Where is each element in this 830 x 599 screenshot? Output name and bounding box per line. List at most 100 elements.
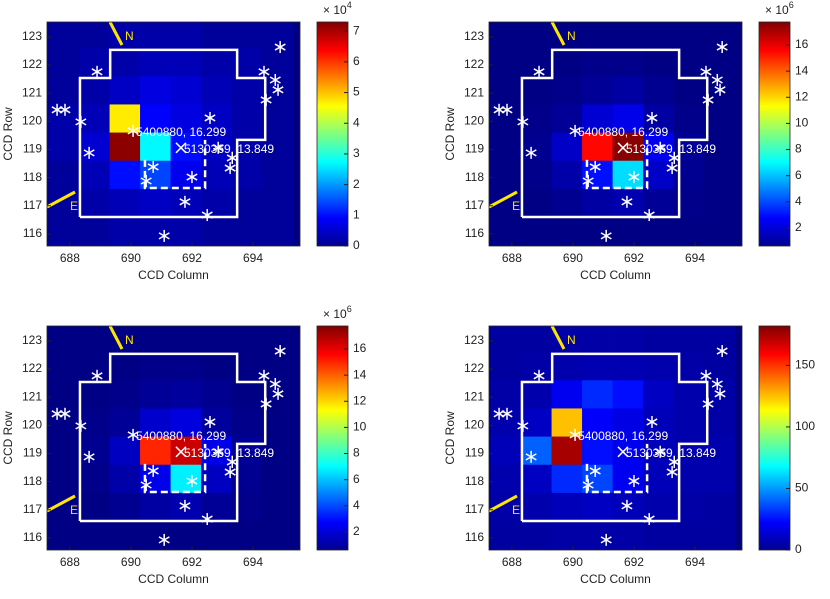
star <box>716 41 728 54</box>
cell <box>521 76 552 105</box>
star-stroke <box>668 458 680 466</box>
cell <box>582 132 613 162</box>
y-tick-label: 118 <box>465 474 484 488</box>
cell <box>704 352 735 381</box>
cell <box>262 352 293 381</box>
star <box>269 73 281 86</box>
cell <box>704 521 735 550</box>
cell <box>551 104 583 133</box>
cell <box>612 380 644 409</box>
y-axis-label: CCD Row <box>443 411 457 465</box>
cell <box>262 464 293 494</box>
cell <box>704 22 735 49</box>
cell <box>704 217 735 246</box>
multiplier-exponent: 6 <box>347 304 352 314</box>
star <box>643 513 655 526</box>
star-stroke <box>643 211 655 219</box>
cell <box>704 104 735 133</box>
cell <box>643 22 674 49</box>
star <box>260 397 272 410</box>
star <box>258 369 270 382</box>
star-stroke <box>212 144 224 152</box>
east-arrow <box>47 190 76 209</box>
cell <box>704 436 735 466</box>
star <box>258 65 270 78</box>
star-stroke <box>646 114 658 122</box>
colorbar-tick-label: 0 <box>353 238 360 252</box>
star <box>628 475 640 488</box>
star <box>517 115 529 128</box>
star <box>75 419 87 432</box>
star-stroke <box>643 515 655 523</box>
cell <box>48 326 80 353</box>
star <box>83 146 95 159</box>
star-stroke <box>158 232 170 240</box>
cell <box>521 217 552 246</box>
x-tick-label: 690 <box>121 251 141 265</box>
x-tick-label: 692 <box>182 555 202 569</box>
cell <box>109 326 141 353</box>
cell <box>170 408 202 437</box>
cell <box>490 48 522 77</box>
cell <box>140 48 171 77</box>
cell <box>170 48 202 77</box>
cell <box>79 436 110 466</box>
x-stroke <box>175 446 187 458</box>
cell <box>704 408 735 437</box>
cell <box>79 464 110 494</box>
y-tick-label: 117 <box>23 502 42 516</box>
star-stroke <box>140 177 152 185</box>
y-tick-label: 119 <box>23 446 42 460</box>
north-label: N <box>125 333 134 347</box>
star-stroke <box>91 68 103 76</box>
cell <box>521 436 552 466</box>
star <box>147 464 159 477</box>
cell <box>48 436 80 466</box>
cell <box>231 22 263 49</box>
y-tick-label: 118 <box>23 474 42 488</box>
colorbar-tick-label: 10 <box>795 116 809 130</box>
cell <box>170 380 202 409</box>
star-stroke <box>127 127 139 135</box>
colorbar-tick-label: 0 <box>795 542 802 556</box>
cell <box>262 521 293 550</box>
cell <box>582 521 613 550</box>
cell <box>140 76 171 105</box>
star-stroke <box>569 127 581 135</box>
colorbar-tick-label: 16 <box>795 37 809 51</box>
cell <box>262 326 293 353</box>
star-stroke <box>654 448 666 456</box>
cell <box>109 132 141 162</box>
star-stroke <box>179 502 191 510</box>
y-tick-label: 122 <box>22 361 42 375</box>
star <box>700 369 712 382</box>
y-tick-label: 118 <box>465 170 484 184</box>
east-arrow <box>489 494 518 513</box>
y-tick-label: 123 <box>22 333 42 347</box>
cell <box>140 436 171 466</box>
x-tick-label: 692 <box>182 251 202 265</box>
star <box>646 415 658 428</box>
star <box>186 171 198 184</box>
cell <box>79 326 110 353</box>
colorbar-tick-label: 4 <box>353 498 360 512</box>
north-label: N <box>567 333 576 347</box>
star <box>702 397 714 410</box>
y-tick-label: 123 <box>464 29 484 43</box>
star <box>212 141 224 154</box>
star-stroke <box>212 448 224 456</box>
star <box>140 174 152 187</box>
star <box>716 345 728 358</box>
cell <box>140 492 171 522</box>
cell <box>490 160 522 190</box>
star <box>91 65 103 78</box>
star-stroke <box>75 118 87 126</box>
colorbar-multiplier: × 106 <box>765 0 794 17</box>
cell <box>109 521 141 550</box>
star-stroke <box>525 453 537 461</box>
cell <box>551 132 583 162</box>
star-stroke <box>714 86 726 94</box>
cell <box>582 436 613 466</box>
cell <box>582 48 613 77</box>
cell <box>79 188 110 218</box>
